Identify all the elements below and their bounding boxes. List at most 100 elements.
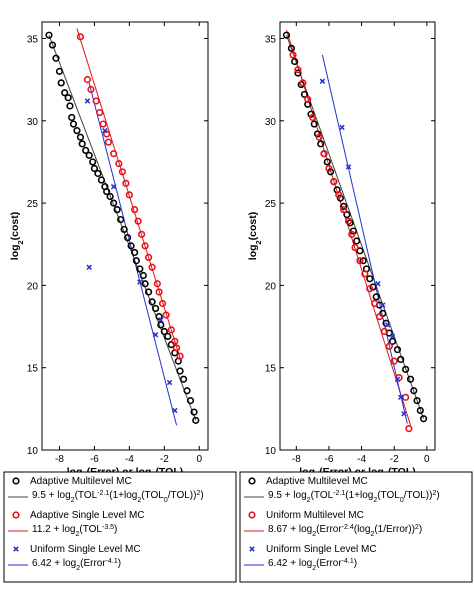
data-point-series-2 — [375, 313, 384, 321]
data-point-series-2 — [344, 217, 353, 225]
legend-marker — [248, 477, 256, 485]
data-point-series-1 — [291, 57, 299, 66]
legend-box — [3, 471, 237, 583]
data-point-series-1 — [124, 234, 132, 242]
data-point-series-2 — [380, 327, 389, 336]
data-point-series-1 — [64, 94, 72, 102]
data-point-series-3 — [345, 164, 352, 170]
data-point-series-2 — [402, 393, 410, 401]
data-point-series-3 — [158, 317, 164, 323]
data-point-series-2 — [340, 206, 348, 214]
data-point-series-1 — [343, 211, 351, 219]
data-point-series-3 — [339, 124, 345, 131]
data-point-series-1 — [176, 367, 184, 375]
data-point-series-1 — [68, 113, 76, 122]
y-tick-label: 35 — [265, 34, 277, 45]
y-axis-label: log2(cost) — [9, 212, 25, 260]
data-point-series-2 — [385, 342, 393, 350]
y-tick-label: 30 — [265, 117, 277, 128]
data-point-series-2 — [405, 425, 413, 433]
data-point-series-2 — [155, 288, 163, 296]
data-point-series-2 — [294, 66, 302, 74]
x-tick-label: -6 — [324, 454, 333, 465]
data-point-series-1 — [155, 313, 163, 321]
data-point-series-2 — [76, 33, 85, 41]
data-point-series-2 — [131, 206, 139, 214]
data-point-series-1 — [366, 275, 374, 283]
data-point-series-3 — [398, 394, 404, 401]
data-point-series-1 — [144, 288, 153, 296]
data-point-series-2 — [335, 191, 343, 199]
data-point-series-1 — [406, 375, 415, 383]
data-point-series-1 — [127, 242, 135, 250]
y-tick-label: 20 — [27, 281, 39, 292]
data-point-series-2 — [351, 243, 359, 252]
data-point-series-1 — [340, 202, 348, 210]
data-point-series-2 — [172, 344, 181, 352]
y-tick-label: 20 — [265, 281, 277, 292]
legend-box — [239, 471, 473, 583]
data-point-series-1 — [55, 67, 64, 75]
data-point-series-1 — [287, 44, 296, 52]
legend-marker — [249, 546, 255, 552]
legend-series-name: Uniform Single Level MC — [30, 544, 141, 555]
data-point-series-1 — [183, 387, 191, 395]
x-tick-label: -2 — [390, 454, 399, 465]
data-point-series-2 — [103, 130, 111, 138]
x-tick-label: -8 — [292, 454, 301, 465]
data-point-series-1 — [132, 257, 140, 265]
data-point-series-1 — [136, 265, 144, 273]
data-point-series-2 — [167, 326, 175, 334]
data-point-series-2 — [153, 280, 161, 288]
data-point-series-1 — [346, 219, 354, 227]
data-point-series-3 — [394, 376, 401, 382]
data-point-series-1 — [294, 69, 302, 77]
y-tick-label: 15 — [27, 364, 39, 375]
data-point-series-2 — [87, 85, 95, 94]
data-point-series-1 — [164, 332, 172, 341]
data-point-series-1 — [157, 321, 165, 329]
data-point-series-3 — [401, 411, 407, 417]
data-point-series-2 — [92, 97, 100, 105]
y-tick-label: 10 — [265, 446, 277, 457]
x-tick-label: 0 — [196, 454, 202, 465]
data-point-series-1 — [186, 397, 195, 405]
data-point-series-3 — [84, 98, 91, 104]
data-point-series-2 — [171, 337, 179, 345]
data-point-series-2 — [125, 191, 133, 199]
data-point-series-1 — [85, 151, 93, 159]
legend-series-name: Uniform Single Level MC — [266, 544, 377, 555]
data-point-series-1 — [416, 406, 424, 415]
data-point-series-1 — [52, 54, 60, 62]
data-point-series-1 — [179, 375, 188, 383]
data-point-series-1 — [297, 80, 305, 89]
data-point-series-2 — [104, 138, 112, 146]
data-point-series-1 — [45, 31, 53, 39]
data-point-series-2 — [320, 150, 328, 158]
data-point-series-2 — [122, 179, 130, 187]
data-point-series-1 — [397, 355, 405, 364]
data-point-series-1 — [106, 192, 114, 201]
data-point-series-1 — [48, 41, 57, 49]
fit-line-series-3 — [321, 54, 408, 424]
data-point-series-2 — [315, 133, 323, 141]
data-point-series-3 — [172, 407, 178, 414]
legend-series-name: Adaptive Multilevel MC — [30, 476, 132, 487]
fit-line-series-1 — [286, 35, 425, 419]
data-point-series-1 — [57, 79, 65, 87]
legend-fit-label: 6.42 + log2(Error-4.1) — [32, 558, 121, 572]
data-point-series-1 — [110, 199, 118, 207]
data-point-series-1 — [372, 293, 380, 301]
x-tick-label: -8 — [55, 454, 64, 465]
data-point-series-1 — [359, 257, 367, 265]
data-point-series-2 — [118, 168, 126, 176]
legend-fit-label: 9.5 + log2(TOL-2.1(1+log2(TOL0/TOL))2) — [268, 490, 440, 504]
data-point-series-1 — [353, 237, 361, 245]
fit-line-series-2 — [76, 28, 181, 358]
data-point-series-1 — [388, 337, 397, 345]
data-point-series-1 — [413, 397, 421, 405]
data-point-series-2 — [115, 159, 123, 168]
